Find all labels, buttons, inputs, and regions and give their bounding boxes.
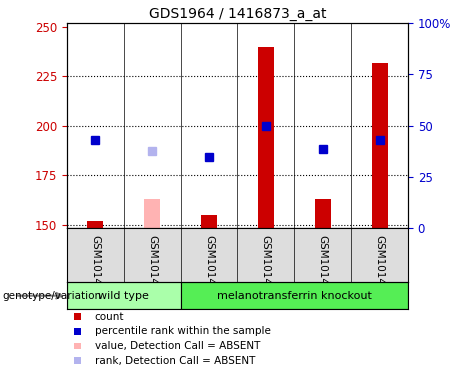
Bar <box>67 282 181 309</box>
Bar <box>258 47 274 228</box>
Text: percentile rank within the sample: percentile rank within the sample <box>95 326 271 336</box>
Bar <box>74 328 81 335</box>
Bar <box>87 220 103 228</box>
Text: GSM101414: GSM101414 <box>318 235 328 298</box>
Bar <box>74 343 81 349</box>
Bar <box>181 282 408 309</box>
Text: melanotransferrin knockout: melanotransferrin knockout <box>217 291 372 301</box>
Text: GSM101412: GSM101412 <box>204 235 214 298</box>
Text: count: count <box>95 312 124 322</box>
Text: GSM101417: GSM101417 <box>147 235 157 298</box>
Title: GDS1964 / 1416873_a_at: GDS1964 / 1416873_a_at <box>148 7 326 21</box>
Text: wild type: wild type <box>98 291 149 301</box>
Bar <box>74 357 81 364</box>
Bar <box>201 215 217 228</box>
Text: GSM101413: GSM101413 <box>261 235 271 298</box>
Bar <box>372 63 388 228</box>
Bar <box>315 199 331 228</box>
Text: GSM101415: GSM101415 <box>374 235 384 298</box>
Bar <box>74 313 81 320</box>
Bar <box>144 199 160 228</box>
Text: rank, Detection Call = ABSENT: rank, Detection Call = ABSENT <box>95 356 255 366</box>
Text: genotype/variation: genotype/variation <box>2 291 101 301</box>
Text: GSM101416: GSM101416 <box>90 235 100 298</box>
Text: value, Detection Call = ABSENT: value, Detection Call = ABSENT <box>95 341 260 351</box>
